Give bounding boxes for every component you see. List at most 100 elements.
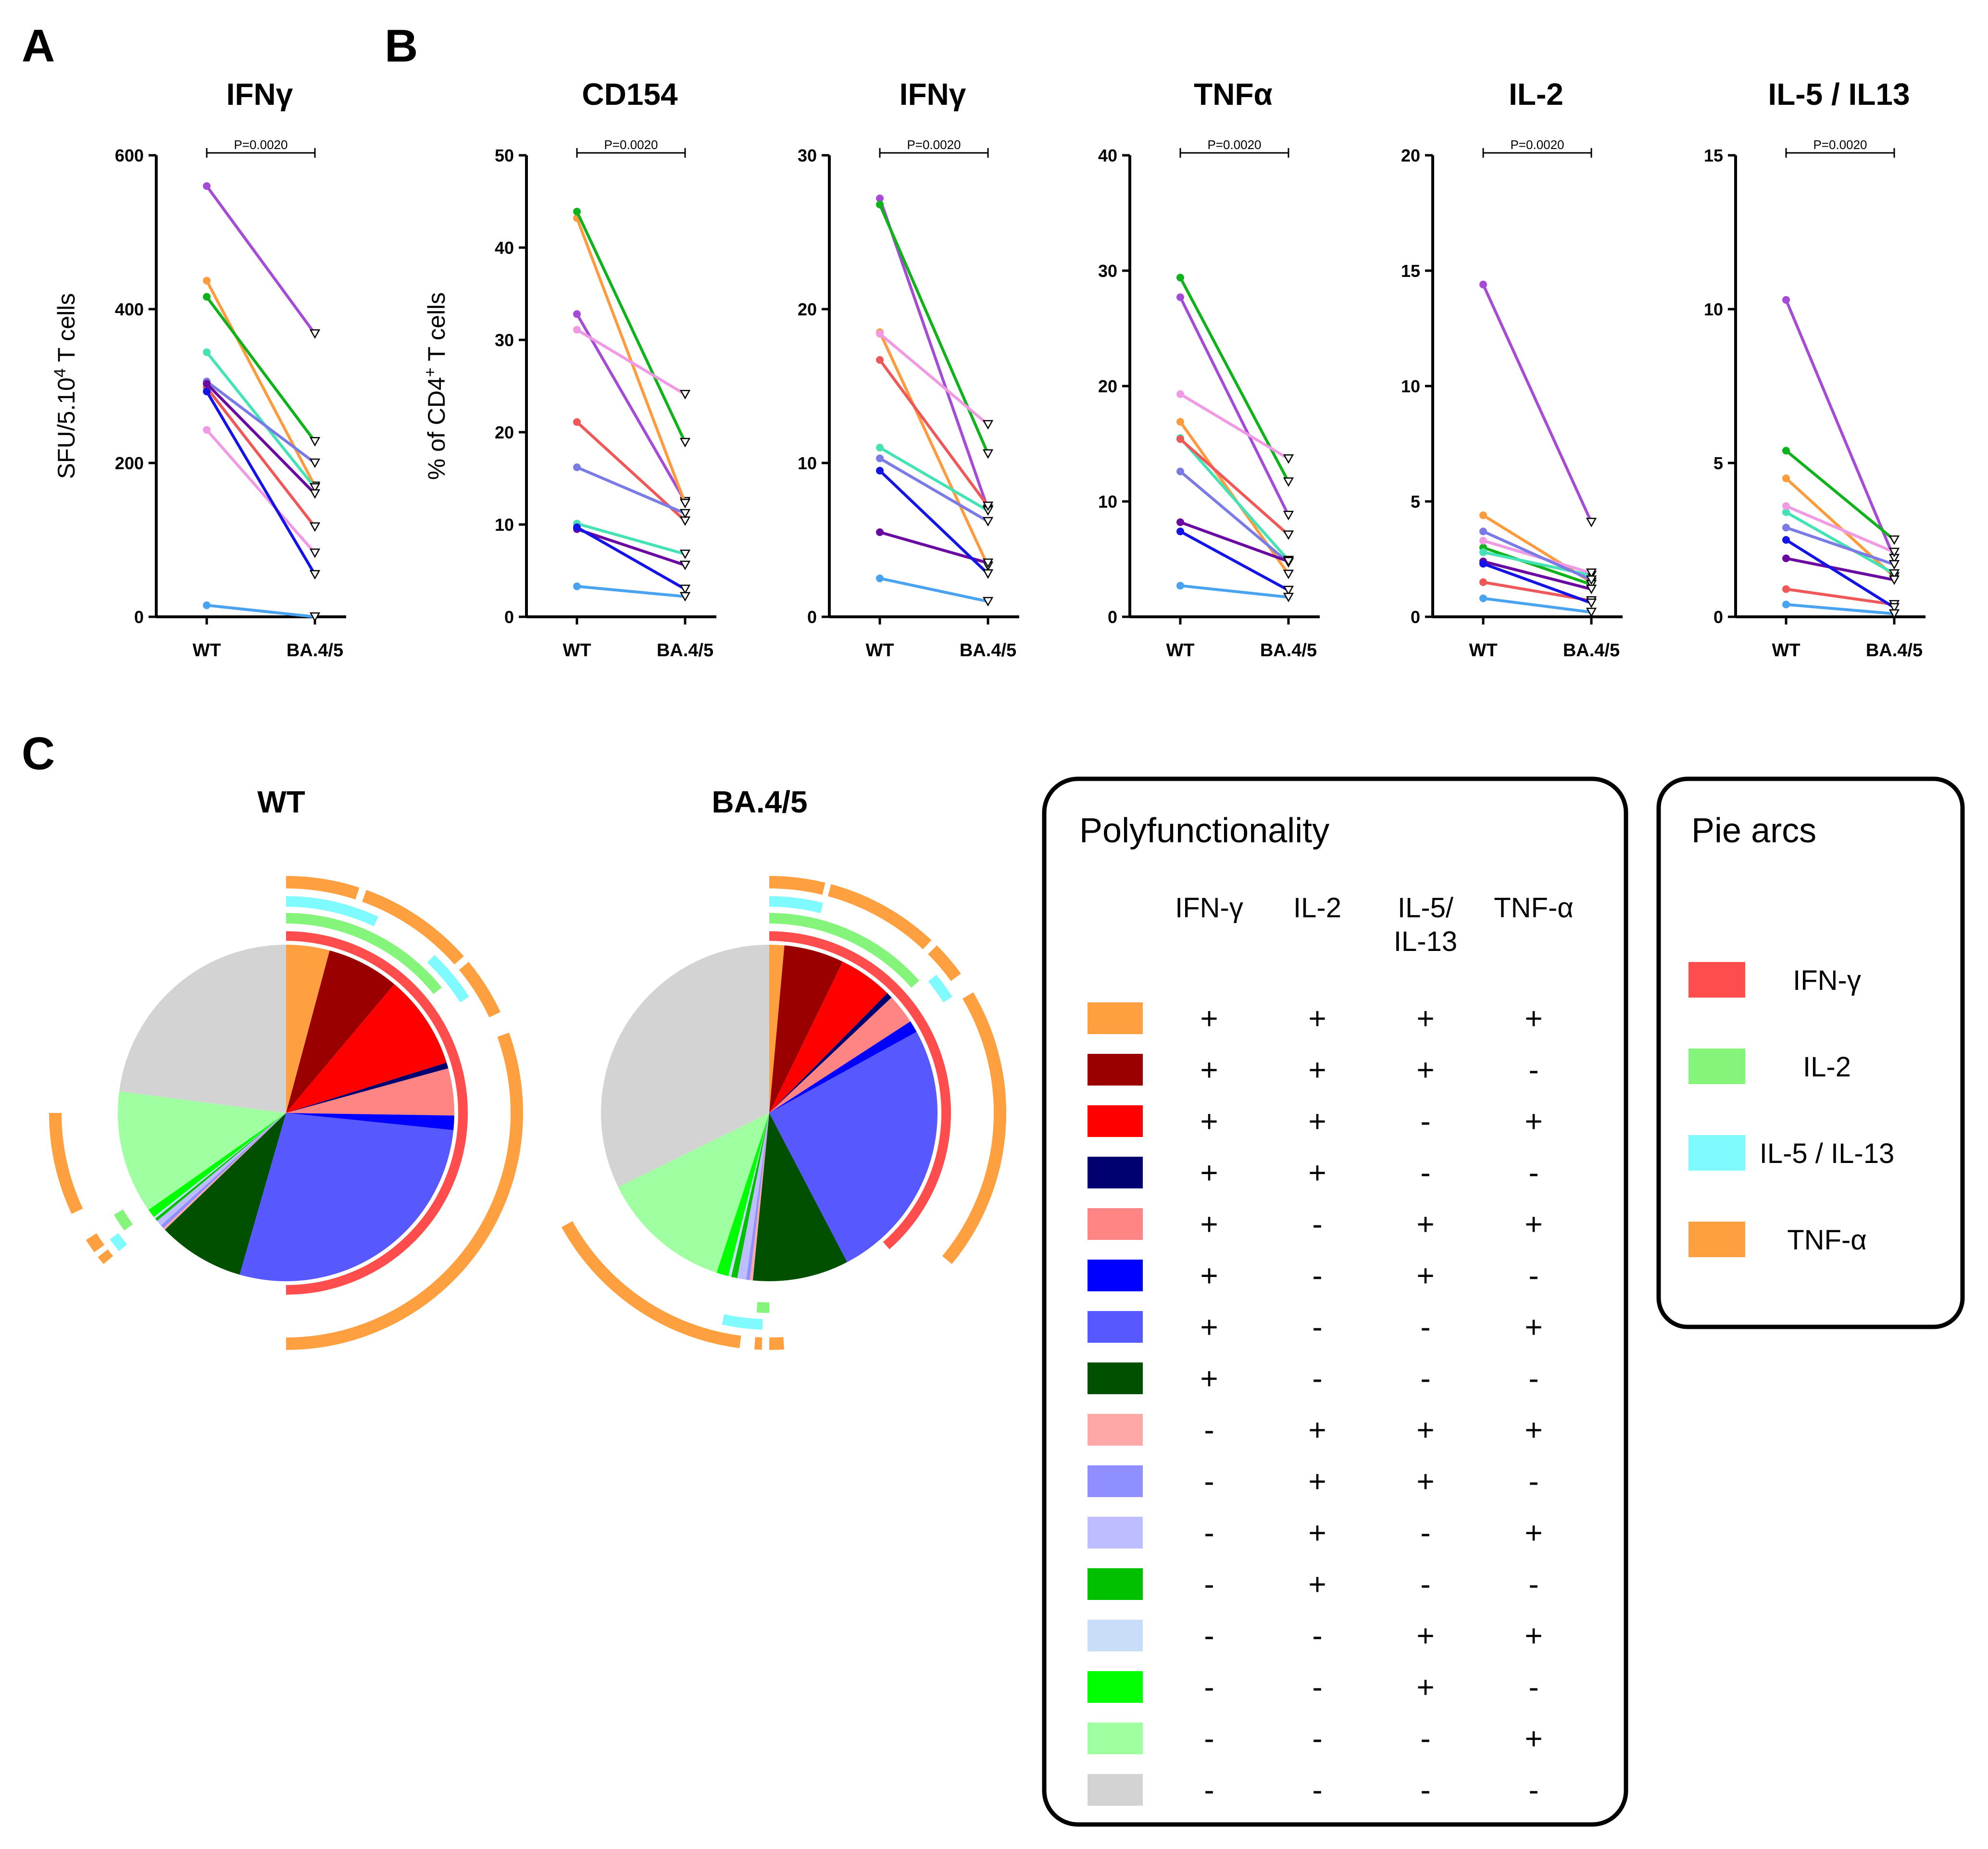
polyfunctionality-legend-title: Polyfunctionality bbox=[1079, 812, 1329, 850]
pie-slice bbox=[752, 1113, 848, 1281]
series-line bbox=[1786, 587, 1895, 606]
y-tick-label: 20 bbox=[1098, 376, 1117, 396]
ba-point bbox=[1888, 548, 1900, 558]
legend-sign: - bbox=[1204, 1515, 1214, 1550]
wt-point bbox=[573, 582, 581, 590]
pie-arc bbox=[769, 876, 825, 895]
ba-point bbox=[1888, 609, 1900, 619]
pie-BA.4/5: BA.4/5 bbox=[561, 785, 1006, 1350]
p-value: P=0.0020 bbox=[1510, 137, 1564, 152]
legend-sign: + bbox=[1200, 1155, 1218, 1190]
legend-sign: - bbox=[1528, 1258, 1538, 1293]
series-line bbox=[576, 585, 686, 598]
legend-sign: + bbox=[1525, 1412, 1542, 1447]
x-category-label: BA.4/5 bbox=[1563, 640, 1620, 661]
wt-point bbox=[876, 330, 884, 338]
pie-slice bbox=[286, 984, 447, 1113]
line-chart-3: IFNγ 0 10 20 30 WT BA.4/5 P=0.0020 bbox=[798, 77, 1019, 661]
pie-arcs-legend: Pie arcs IFN-γ IL-2 IL-5 / IL-13 TNF-α bbox=[1656, 776, 1965, 1329]
wt-point bbox=[1479, 280, 1487, 288]
wt-point bbox=[1176, 435, 1184, 443]
legend-sign: + bbox=[1200, 1310, 1218, 1344]
ba-point bbox=[309, 612, 321, 622]
pie-arc bbox=[286, 913, 442, 994]
series-line bbox=[575, 313, 687, 502]
wt-point bbox=[203, 426, 211, 434]
pie-slice bbox=[769, 997, 911, 1113]
legend-sign: + bbox=[1200, 1207, 1218, 1241]
series-line bbox=[1785, 511, 1895, 575]
pie-arc bbox=[756, 1302, 770, 1313]
series-line bbox=[205, 280, 316, 487]
series-line bbox=[1179, 470, 1289, 564]
pie-slice bbox=[239, 1113, 454, 1281]
legend-sign: - bbox=[1420, 1310, 1430, 1344]
pie-slice bbox=[286, 945, 330, 1113]
legend-sign: + bbox=[1525, 1001, 1542, 1036]
y-tick-label: 0 bbox=[1713, 607, 1723, 627]
ba-point bbox=[982, 501, 994, 512]
y-tick-label: 30 bbox=[1098, 261, 1117, 281]
series-line bbox=[205, 383, 316, 495]
legend-column-header: IL-5/ bbox=[1398, 892, 1454, 924]
series-line bbox=[1785, 504, 1895, 554]
p-value: P=0.0020 bbox=[1207, 137, 1261, 152]
ba-point bbox=[1888, 603, 1900, 613]
pie-arc bbox=[722, 1314, 763, 1330]
ba-point bbox=[1888, 569, 1900, 579]
y-axis-label: % of CD4+ T cells bbox=[421, 292, 450, 480]
ba-point bbox=[1283, 454, 1294, 464]
legend-swatch bbox=[1088, 1157, 1143, 1188]
ba-point bbox=[679, 561, 691, 571]
wt-point bbox=[1176, 467, 1184, 475]
y-tick-label: 600 bbox=[115, 146, 144, 165]
series-line bbox=[1179, 521, 1289, 563]
legend-sign: - bbox=[1312, 1773, 1322, 1807]
legend-sign: + bbox=[1308, 1567, 1326, 1601]
y-tick-label: 15 bbox=[1704, 146, 1723, 165]
series-line bbox=[205, 387, 316, 528]
wt-point bbox=[573, 325, 581, 334]
arc-legend-swatch bbox=[1688, 1049, 1745, 1084]
legend-swatch bbox=[1088, 1002, 1143, 1034]
series-line bbox=[879, 577, 988, 603]
legend-sign: - bbox=[1528, 1155, 1538, 1190]
legend-sign: - bbox=[1312, 1361, 1322, 1396]
legend-sign: + bbox=[1308, 1052, 1326, 1087]
ba-point bbox=[309, 489, 321, 499]
series-line bbox=[878, 204, 989, 454]
series-line bbox=[1483, 560, 1592, 591]
legend-sign: - bbox=[1204, 1773, 1214, 1807]
p-value: P=0.0020 bbox=[1813, 137, 1867, 152]
line-chart-4: TNFα 0 10 20 30 40 WT BA.4/5 P=0.0020 bbox=[1098, 77, 1320, 661]
series-line bbox=[1179, 276, 1290, 483]
legend-swatch bbox=[1088, 1774, 1143, 1806]
ba-point bbox=[679, 550, 691, 559]
legend-sign: + bbox=[1525, 1104, 1542, 1138]
series-line bbox=[576, 328, 686, 396]
legend-sign: - bbox=[1204, 1721, 1214, 1756]
legend-sign: + bbox=[1525, 1515, 1542, 1550]
x-category-label: WT bbox=[192, 640, 221, 661]
ba-point bbox=[309, 570, 321, 580]
pie-arc bbox=[286, 896, 379, 926]
legend-sign: - bbox=[1528, 1567, 1538, 1601]
wt-point bbox=[1176, 293, 1184, 301]
pie-slice bbox=[164, 1113, 286, 1275]
pie-arcs-legend-title: Pie arcs bbox=[1691, 812, 1816, 850]
legend-sign: - bbox=[1204, 1567, 1214, 1601]
legend-sign: - bbox=[1312, 1670, 1322, 1704]
legend-column-header: TNF-α bbox=[1494, 892, 1574, 924]
legend-sign: + bbox=[1416, 1258, 1434, 1293]
pie-WT: WT bbox=[49, 785, 523, 1350]
series-line bbox=[205, 296, 316, 442]
legend-sign: + bbox=[1525, 1618, 1542, 1653]
pie-slice bbox=[750, 1113, 769, 1281]
series-line bbox=[576, 522, 686, 556]
ba-point bbox=[1283, 557, 1294, 567]
polyfunctionality-legend: Polyfunctionality IFN-γ IL-2 IL-5/IL-13 TNF… bbox=[1042, 776, 1628, 1827]
legend-sign: - bbox=[1312, 1618, 1322, 1653]
y-tick-label: 10 bbox=[495, 515, 514, 535]
ba-point bbox=[982, 449, 994, 459]
